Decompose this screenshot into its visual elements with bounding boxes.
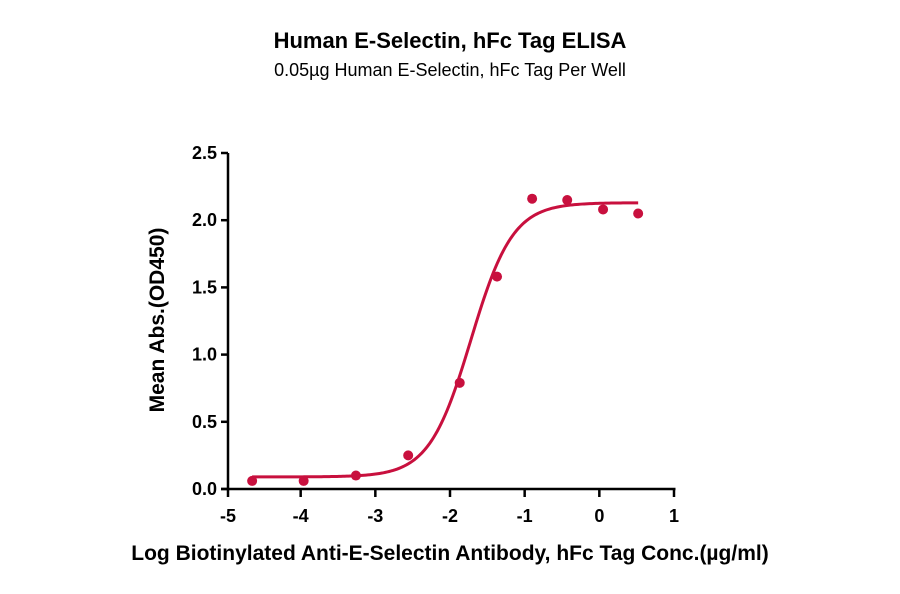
y-tick-label: 2.0 (192, 210, 217, 230)
x-tick-label: -2 (442, 506, 458, 526)
x-tick-label: -1 (517, 506, 533, 526)
data-point (527, 193, 538, 204)
x-tick-label: -5 (220, 506, 236, 526)
data-point (403, 450, 414, 461)
y-tick-label: 2.5 (192, 143, 217, 163)
data-point (633, 208, 644, 219)
data-points (247, 193, 644, 486)
fit-curve (252, 201, 639, 479)
y-tick-label: 1.5 (192, 277, 217, 297)
data-point (350, 470, 361, 481)
data-point (562, 195, 573, 206)
chart-subtitle: 0.05µg Human E-Selectin, hFc Tag Per Wel… (274, 60, 626, 80)
data-point (298, 475, 309, 486)
data-point (454, 377, 465, 388)
y-tick-label: 0.5 (192, 412, 217, 432)
x-tick-label: 1 (669, 506, 679, 526)
y-tick-label: 1.0 (192, 345, 217, 365)
data-point (492, 271, 503, 282)
x-axis-label: Log Biotinylated Anti-E-Selectin Antibod… (131, 542, 769, 565)
axes: 0.0 0.5 1.0 1.5 2.0 2.5 -5 -4 -3 -2 -1 0 1 (192, 143, 679, 526)
data-point (247, 475, 258, 486)
data-point (598, 204, 609, 215)
x-tick-label: -4 (293, 506, 309, 526)
x-tick-label: 0 (594, 506, 604, 526)
y-tick-label: 0.0 (192, 479, 217, 499)
chart-title: Human E-Selectin, hFc Tag ELISA (273, 28, 627, 53)
x-tick-label: -3 (367, 506, 383, 526)
